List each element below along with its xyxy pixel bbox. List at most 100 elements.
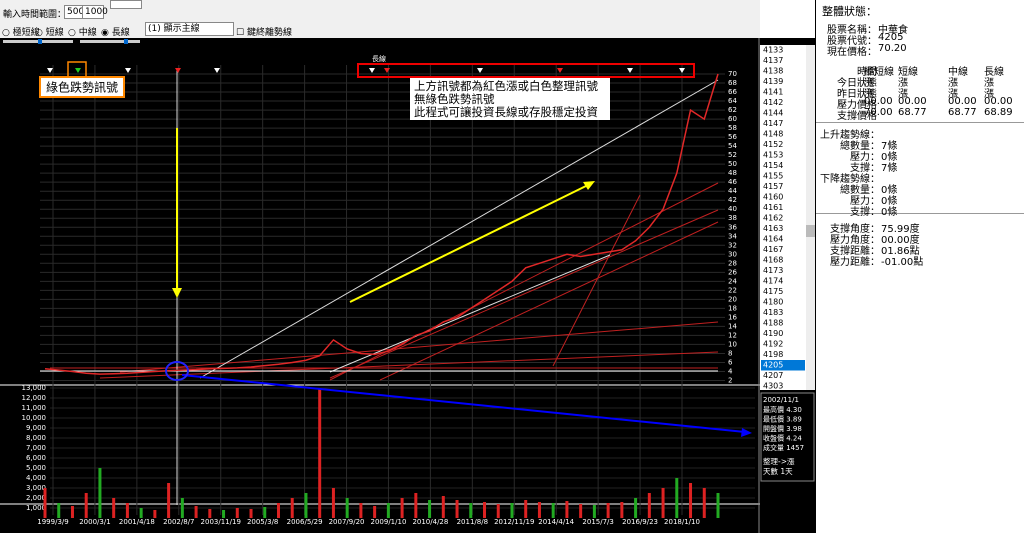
scroll-thumb[interactable] bbox=[806, 225, 815, 237]
stock-code[interactable]: 4207 bbox=[763, 371, 783, 380]
angle-label: 支撐角度： bbox=[830, 224, 880, 235]
x-tick-label: 2012/11/19 bbox=[494, 518, 534, 526]
stock-code[interactable]: 4160 bbox=[763, 193, 783, 202]
stock-code[interactable]: 4163 bbox=[763, 224, 783, 233]
scrollbar[interactable] bbox=[806, 45, 815, 390]
stock-code[interactable]: 4154 bbox=[763, 161, 783, 170]
note-line: 無綠色跌勢訊號 bbox=[414, 92, 495, 106]
x-tick-label: 2001/4/18 bbox=[119, 518, 155, 526]
y-tick-label: 42 bbox=[728, 196, 737, 204]
slider-thumb[interactable] bbox=[38, 39, 42, 44]
range-to[interactable]: 1000 bbox=[82, 5, 108, 19]
table-cell: 00.00 bbox=[984, 96, 1013, 107]
y-tick-label: 36 bbox=[728, 223, 737, 231]
stock-code[interactable]: 4174 bbox=[763, 277, 783, 286]
quote-row: 成交量 1457 bbox=[763, 443, 804, 452]
stock-code[interactable]: 4303 bbox=[763, 382, 783, 391]
volume-bar bbox=[345, 498, 349, 518]
stock-code[interactable]: 4137 bbox=[763, 56, 783, 65]
volume-bar bbox=[647, 493, 651, 518]
volume-bar bbox=[592, 505, 596, 518]
table-cell: 昨日狀態 bbox=[837, 89, 877, 100]
stock-code[interactable]: 4162 bbox=[763, 214, 783, 223]
y-tick-label: 40 bbox=[728, 205, 737, 213]
y-tick-label: 38 bbox=[728, 214, 737, 222]
stock-code[interactable]: 4192 bbox=[763, 340, 783, 349]
stock-code[interactable]: 4164 bbox=[763, 235, 783, 244]
stock-code[interactable]: 4133 bbox=[763, 46, 783, 55]
stock-code[interactable]: 4138 bbox=[763, 67, 783, 76]
stock-code[interactable]: 4188 bbox=[763, 319, 783, 328]
y-tick-label: 28 bbox=[728, 259, 737, 267]
radio[interactable]: ◉ 長線 bbox=[101, 28, 130, 38]
stock-code[interactable]: 4180 bbox=[763, 298, 783, 307]
volume-tick-label: 8,000 bbox=[26, 434, 46, 442]
table-cell: 68.77 bbox=[948, 107, 977, 118]
volume-tick-label: 10,000 bbox=[22, 414, 47, 422]
volume-bar bbox=[70, 506, 74, 518]
volume-tick-label: 11,000 bbox=[22, 404, 47, 412]
volume-bar bbox=[359, 503, 363, 518]
y-tick-label: 22 bbox=[728, 286, 737, 294]
volume-bar bbox=[620, 502, 624, 518]
y-tick-label: 8 bbox=[728, 349, 732, 357]
stock-code[interactable]: 4157 bbox=[763, 182, 783, 191]
table-cell: 00.00 bbox=[864, 96, 893, 107]
volume-bar bbox=[428, 500, 432, 518]
price-line bbox=[44, 73, 719, 375]
volume-bar bbox=[441, 496, 445, 518]
radio[interactable]: ○ 短線 bbox=[35, 28, 64, 38]
stock-code[interactable]: 4190 bbox=[763, 329, 783, 338]
stock-code[interactable]: 4144 bbox=[763, 109, 783, 118]
radio-label: 中線 bbox=[78, 28, 97, 38]
stock-code[interactable]: 4167 bbox=[763, 245, 783, 254]
table-cell: 70.00 bbox=[864, 107, 893, 118]
stock-code[interactable]: 4168 bbox=[763, 256, 783, 265]
stock-code[interactable]: 4153 bbox=[763, 151, 783, 160]
y-tick-label: 52 bbox=[728, 151, 737, 159]
stock-code[interactable]: 4142 bbox=[763, 98, 783, 107]
volume-bar bbox=[139, 508, 143, 518]
dropdown[interactable]: (1) 顯示主線 bbox=[145, 22, 234, 36]
quote-row: 最低價 3.89 bbox=[763, 415, 802, 424]
table-header: 短線 bbox=[898, 67, 918, 78]
y-tick-label: 16 bbox=[728, 313, 737, 321]
stock-code[interactable]: 4147 bbox=[763, 119, 783, 128]
stock-code[interactable]: 4152 bbox=[763, 140, 783, 149]
slider-thumb[interactable] bbox=[124, 39, 128, 44]
stock-code[interactable]: 4139 bbox=[763, 77, 783, 86]
info-label: 現在價格： bbox=[827, 47, 877, 58]
volume-bar bbox=[414, 493, 418, 518]
radio[interactable]: ○ 中線 bbox=[68, 28, 97, 38]
slider[interactable] bbox=[80, 40, 140, 43]
stock-code[interactable]: 4148 bbox=[763, 130, 783, 139]
table-cell: 漲 bbox=[948, 78, 958, 89]
checkbox[interactable]: ☐ 鍵終離勢線 bbox=[236, 28, 292, 38]
y-tick-label: 70 bbox=[728, 70, 737, 78]
radio[interactable]: ○ 極短線 bbox=[2, 28, 40, 38]
stock-code[interactable]: 4198 bbox=[763, 350, 783, 359]
y-tick-label: 50 bbox=[728, 160, 737, 168]
info-value: 70.20 bbox=[878, 43, 907, 54]
angle-label: 壓力距離： bbox=[830, 257, 880, 268]
y-tick-label: 48 bbox=[728, 169, 737, 177]
stock-code[interactable]: 4173 bbox=[763, 266, 783, 275]
y-tick-label: 32 bbox=[728, 241, 737, 249]
stock-code[interactable]: 4141 bbox=[763, 88, 783, 97]
angle-label: 支撐距離： bbox=[830, 246, 880, 257]
table-cell: 68.89 bbox=[984, 107, 1013, 118]
controls: 輸入時間範圍： 500 ~ 1000 ○ 極短線○ 短線○ 中線◉ 長線 (1)… bbox=[0, 0, 760, 38]
stock-code[interactable]: 4205 bbox=[763, 361, 783, 370]
y-tick-label: 64 bbox=[728, 97, 737, 105]
quote-frame bbox=[760, 392, 815, 482]
volume-bar bbox=[455, 500, 459, 518]
stock-code[interactable]: 4161 bbox=[763, 203, 783, 212]
stock-code[interactable]: 4183 bbox=[763, 308, 783, 317]
stock-code[interactable]: 4155 bbox=[763, 172, 783, 181]
stock-code[interactable]: 4175 bbox=[763, 287, 783, 296]
section-label: 壓力： bbox=[850, 196, 880, 207]
quote-days: 天數 1天 bbox=[763, 466, 793, 476]
table-cell: 漲 bbox=[984, 89, 994, 100]
table-cell: 00.00 bbox=[898, 96, 927, 107]
